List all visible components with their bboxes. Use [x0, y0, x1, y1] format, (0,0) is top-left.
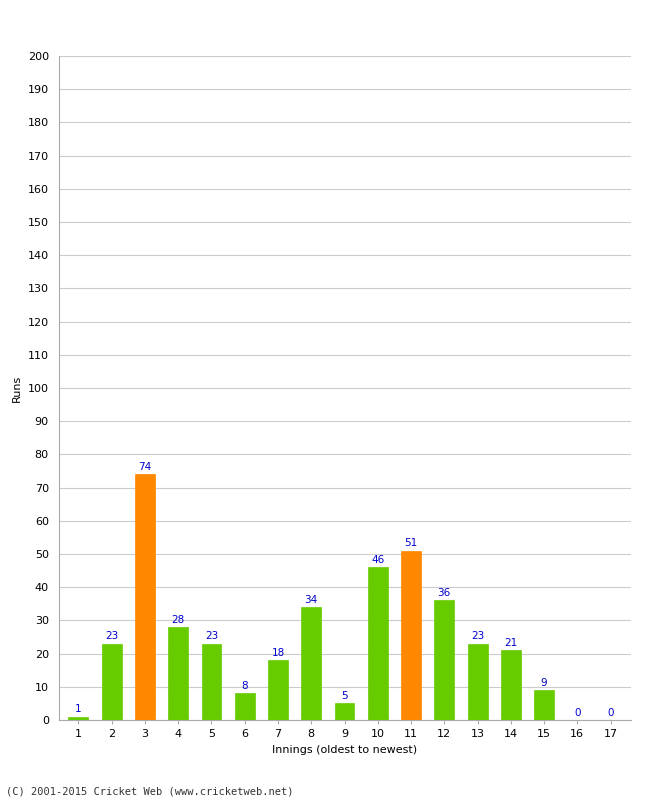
Bar: [135, 474, 155, 720]
Bar: [368, 567, 388, 720]
Bar: [434, 601, 454, 720]
Bar: [401, 550, 421, 720]
Text: 9: 9: [541, 678, 547, 688]
Y-axis label: Runs: Runs: [12, 374, 22, 402]
Bar: [301, 607, 321, 720]
Bar: [500, 650, 521, 720]
Text: 1: 1: [75, 704, 82, 714]
Bar: [335, 703, 354, 720]
Text: 51: 51: [404, 538, 418, 548]
Text: 74: 74: [138, 462, 151, 472]
Bar: [102, 644, 122, 720]
Bar: [534, 690, 554, 720]
Text: 23: 23: [471, 631, 484, 642]
Bar: [235, 694, 255, 720]
Text: 0: 0: [574, 708, 580, 718]
Bar: [168, 627, 188, 720]
Text: 46: 46: [371, 555, 384, 565]
Bar: [202, 644, 222, 720]
Text: 23: 23: [105, 631, 118, 642]
X-axis label: Innings (oldest to newest): Innings (oldest to newest): [272, 745, 417, 754]
Text: 23: 23: [205, 631, 218, 642]
Bar: [68, 717, 88, 720]
Text: 36: 36: [437, 588, 451, 598]
Text: 8: 8: [241, 681, 248, 691]
Text: 0: 0: [607, 708, 614, 718]
Text: 18: 18: [271, 648, 285, 658]
Bar: [467, 644, 488, 720]
Text: 5: 5: [341, 691, 348, 701]
Text: 21: 21: [504, 638, 517, 648]
Bar: [268, 660, 288, 720]
Text: (C) 2001-2015 Cricket Web (www.cricketweb.net): (C) 2001-2015 Cricket Web (www.cricketwe…: [6, 786, 294, 796]
Text: 28: 28: [172, 614, 185, 625]
Text: 34: 34: [305, 594, 318, 605]
